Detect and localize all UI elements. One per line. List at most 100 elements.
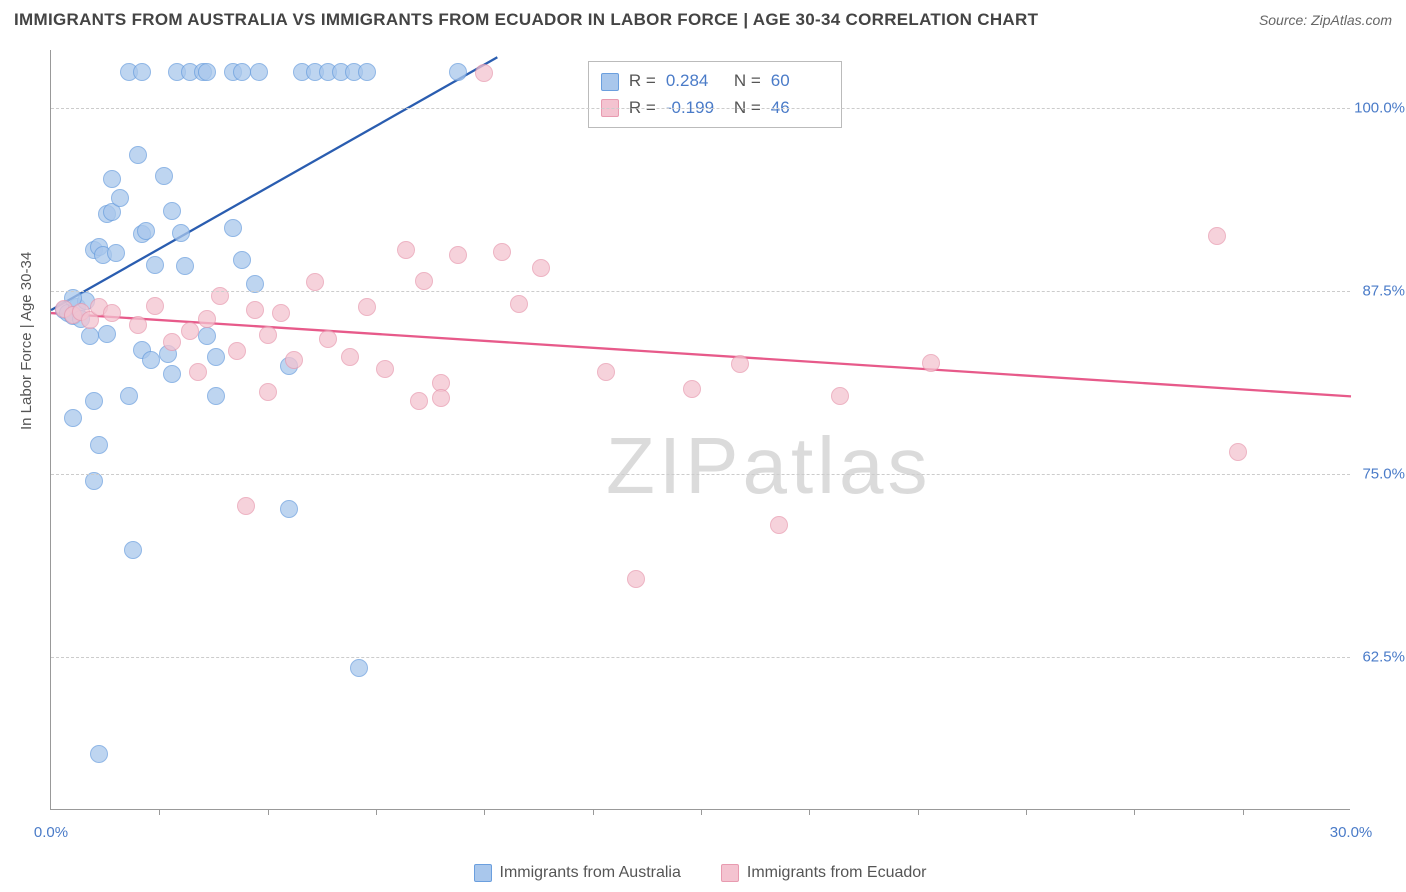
scatter-point-ecuador: [532, 259, 550, 277]
x-tick-mark: [918, 809, 919, 815]
scatter-point-ecuador: [1208, 227, 1226, 245]
scatter-point-ecuador: [163, 333, 181, 351]
scatter-point-australia: [129, 146, 147, 164]
scatter-point-australia: [172, 224, 190, 242]
scatter-point-ecuador: [259, 383, 277, 401]
stat-r-label: R =: [629, 68, 656, 94]
scatter-point-australia: [142, 351, 160, 369]
x-tick-mark: [1134, 809, 1135, 815]
scatter-point-australia: [176, 257, 194, 275]
scatter-point-australia: [90, 745, 108, 763]
scatter-point-australia: [146, 256, 164, 274]
y-tick-label: 87.5%: [1362, 283, 1405, 300]
scatter-point-australia: [137, 222, 155, 240]
scatter-point-ecuador: [410, 392, 428, 410]
scatter-point-ecuador: [731, 355, 749, 373]
scatter-point-australia: [155, 167, 173, 185]
scatter-point-ecuador: [228, 342, 246, 360]
scatter-point-ecuador: [285, 351, 303, 369]
scatter-point-ecuador: [129, 316, 147, 334]
scatter-point-australia: [198, 63, 216, 81]
scatter-point-ecuador: [415, 272, 433, 290]
legend-swatch: [474, 864, 492, 882]
legend-label: Immigrants from Australia: [500, 864, 681, 882]
x-tick-mark: [1243, 809, 1244, 815]
scatter-point-australia: [163, 365, 181, 383]
scatter-point-australia: [120, 387, 138, 405]
scatter-point-ecuador: [341, 348, 359, 366]
x-tick-mark: [701, 809, 702, 815]
scatter-point-ecuador: [397, 241, 415, 259]
regression-line: [51, 313, 1351, 396]
gridline-horizontal: [51, 108, 1350, 109]
scatter-point-ecuador: [189, 363, 207, 381]
series-swatch: [601, 73, 619, 91]
scatter-point-ecuador: [259, 326, 277, 344]
scatter-point-australia: [198, 327, 216, 345]
scatter-point-australia: [98, 325, 116, 343]
scatter-point-australia: [350, 659, 368, 677]
scatter-point-ecuador: [432, 389, 450, 407]
scatter-point-australia: [207, 387, 225, 405]
scatter-point-ecuador: [831, 387, 849, 405]
x-tick-mark: [809, 809, 810, 815]
stat-r-value: 0.284: [666, 68, 724, 94]
scatter-point-ecuador: [1229, 443, 1247, 461]
scatter-point-ecuador: [319, 330, 337, 348]
x-tick-mark: [484, 809, 485, 815]
scatter-point-australia: [449, 63, 467, 81]
scatter-point-ecuador: [493, 243, 511, 261]
chart-title: IMMIGRANTS FROM AUSTRALIA VS IMMIGRANTS …: [14, 10, 1038, 30]
scatter-point-ecuador: [181, 322, 199, 340]
scatter-point-australia: [64, 409, 82, 427]
scatter-point-ecuador: [358, 298, 376, 316]
gridline-horizontal: [51, 657, 1350, 658]
scatter-point-ecuador: [306, 273, 324, 291]
stat-n-value: 60: [771, 68, 829, 94]
scatter-point-ecuador: [237, 497, 255, 515]
x-tick-mark: [268, 809, 269, 815]
scatter-point-ecuador: [198, 310, 216, 328]
y-tick-label: 62.5%: [1362, 648, 1405, 665]
gridline-horizontal: [51, 474, 1350, 475]
scatter-point-australia: [107, 244, 125, 262]
x-tick-mark: [593, 809, 594, 815]
chart-header: IMMIGRANTS FROM AUSTRALIA VS IMMIGRANTS …: [0, 0, 1406, 40]
y-tick-label: 75.0%: [1362, 465, 1405, 482]
legend-item: Immigrants from Australia: [474, 864, 681, 882]
chart-plot-area: ZIPatlas R =0.284N =60R =-0.199N =46 62.…: [50, 50, 1350, 810]
scatter-point-australia: [250, 63, 268, 81]
scatter-point-ecuador: [246, 301, 264, 319]
scatter-point-australia: [207, 348, 225, 366]
scatter-point-australia: [224, 219, 242, 237]
scatter-point-ecuador: [683, 380, 701, 398]
scatter-point-australia: [233, 251, 251, 269]
legend-label: Immigrants from Ecuador: [747, 864, 927, 882]
scatter-point-ecuador: [770, 516, 788, 534]
scatter-point-australia: [163, 202, 181, 220]
scatter-point-ecuador: [146, 297, 164, 315]
scatter-point-ecuador: [103, 304, 121, 322]
legend: Immigrants from Australia Immigrants from…: [50, 864, 1350, 882]
stats-legend-box: R =0.284N =60R =-0.199N =46: [588, 61, 842, 128]
y-axis-label: In Labor Force | Age 30-34: [18, 252, 35, 430]
scatter-point-ecuador: [510, 295, 528, 313]
scatter-point-ecuador: [922, 354, 940, 372]
source-name: ZipAtlas.com: [1311, 12, 1392, 28]
gridline-horizontal: [51, 291, 1350, 292]
y-tick-label: 100.0%: [1354, 100, 1405, 117]
scatter-point-australia: [90, 436, 108, 454]
scatter-point-ecuador: [211, 287, 229, 305]
scatter-point-ecuador: [449, 246, 467, 264]
stats-row: R = 0.284 N = 60: [601, 68, 829, 94]
scatter-point-australia: [124, 541, 142, 559]
scatter-point-australia: [103, 170, 121, 188]
stat-n-label: N =: [734, 68, 761, 94]
x-tick-mark: [376, 809, 377, 815]
scatter-plot: [51, 50, 1350, 809]
source-label: Source:: [1259, 12, 1311, 28]
chart-source: Source: ZipAtlas.com: [1259, 12, 1392, 28]
scatter-point-australia: [85, 392, 103, 410]
x-tick-mark: [1026, 809, 1027, 815]
scatter-point-australia: [111, 189, 129, 207]
